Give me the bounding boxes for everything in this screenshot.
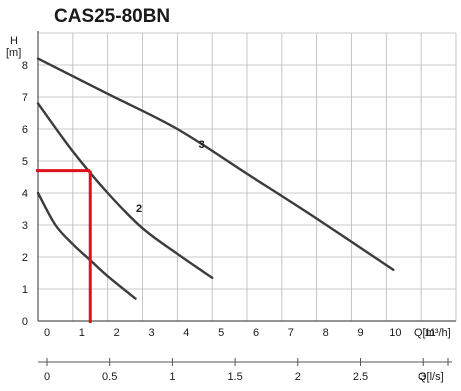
pump-curve-1 (36, 191, 137, 300)
y-tick-label: 5 (22, 156, 28, 168)
x-tick-label: 1 (79, 327, 85, 339)
secondary-tick-label: 1.5 (227, 371, 242, 383)
y-tick-label: 8 (22, 60, 28, 72)
chart-title: CAS25-80BN (54, 6, 170, 27)
x-tick-label: 6 (253, 327, 259, 339)
y-axis-unit: [m] (6, 47, 21, 59)
y-tick-label: 0 (22, 316, 28, 328)
secondary-axis-label: Q[l/s] (418, 371, 444, 383)
x-tick-label: 9 (357, 327, 363, 339)
x-tick-label: 3 (148, 327, 154, 339)
y-axis-symbol: H (10, 35, 18, 47)
y-tick-label: 4 (22, 188, 28, 200)
x-tick-label: 8 (323, 327, 329, 339)
chart-curves (36, 57, 395, 300)
x-tick-label: 7 (288, 327, 294, 339)
x-tick-label: 0 (44, 327, 50, 339)
y-tick-label: 6 (22, 124, 28, 136)
secondary-tick-label: 2.5 (353, 371, 368, 383)
secondary-tick-label: 0 (44, 371, 50, 383)
y-tick-label: 7 (22, 92, 28, 104)
x-tick-label: 4 (183, 327, 189, 339)
x-tick-label: 10 (389, 327, 401, 339)
y-tick-label: 3 (22, 220, 28, 232)
secondary-tick-label: 0.5 (102, 371, 117, 383)
curve-label-2: 2 (136, 203, 142, 215)
chart-grid (37, 31, 457, 322)
x-tick-label: 5 (218, 327, 224, 339)
y-tick-label: 1 (22, 284, 28, 296)
pump-curve-2 (36, 102, 214, 279)
curve-label-3: 3 (199, 139, 205, 151)
secondary-axis: 0 0.5 1 1.5 2 2.5 3Q[l/s] (38, 358, 452, 383)
x-tick-label: 2 (114, 327, 120, 339)
x-tick-label: 11 (424, 327, 435, 339)
y-tick-label: 2 (22, 252, 28, 264)
x-axis-label: Q[m³/h] (414, 327, 451, 339)
pump-curve-3 (36, 57, 395, 271)
secondary-tick-label: 1 (169, 371, 175, 383)
chart-annotations: 23 (36, 139, 205, 323)
secondary-tick-label: 2 (295, 371, 301, 383)
secondary-tick-label: 3 (420, 371, 426, 383)
